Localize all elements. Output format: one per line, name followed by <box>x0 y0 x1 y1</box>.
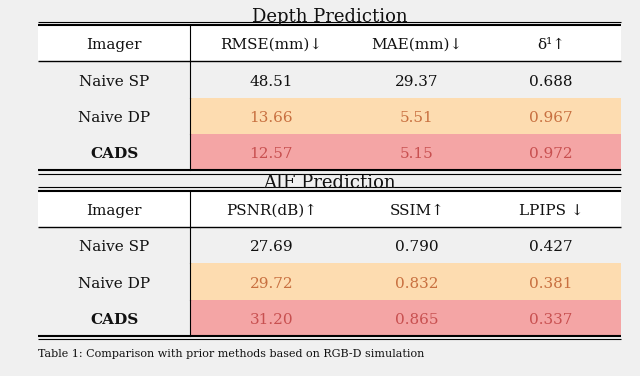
Bar <box>38 191 621 227</box>
Text: 5.51: 5.51 <box>400 111 434 125</box>
Text: 27.69: 27.69 <box>250 240 293 255</box>
Bar <box>190 300 621 336</box>
Text: 0.790: 0.790 <box>395 240 439 255</box>
Text: SSIM↑: SSIM↑ <box>390 204 444 218</box>
Text: Naive DP: Naive DP <box>78 111 150 125</box>
Text: 48.51: 48.51 <box>250 75 293 89</box>
Bar <box>190 98 621 134</box>
Text: CADS: CADS <box>90 147 138 161</box>
Text: PSNR(dB)↑: PSNR(dB)↑ <box>226 204 317 218</box>
Text: Naive DP: Naive DP <box>78 277 150 291</box>
Text: 0.967: 0.967 <box>529 111 573 125</box>
Text: δ¹↑: δ¹↑ <box>537 38 565 52</box>
Text: 0.972: 0.972 <box>529 147 573 161</box>
Text: 0.688: 0.688 <box>529 75 573 89</box>
Bar <box>38 25 621 61</box>
Text: AIF Prediction: AIF Prediction <box>263 174 396 192</box>
Text: LPIPS ↓: LPIPS ↓ <box>518 204 583 218</box>
Text: 0.381: 0.381 <box>529 277 573 291</box>
Text: Naive SP: Naive SP <box>79 240 149 255</box>
Text: Table 1: Comparison with prior methods based on RGB-D simulation: Table 1: Comparison with prior methods b… <box>38 349 425 359</box>
Text: Imager: Imager <box>86 204 142 218</box>
Text: 13.66: 13.66 <box>250 111 293 125</box>
Text: 0.865: 0.865 <box>396 313 438 327</box>
Text: 29.72: 29.72 <box>250 277 293 291</box>
Text: MAE(mm)↓: MAE(mm)↓ <box>371 38 463 52</box>
Text: Naive SP: Naive SP <box>79 75 149 89</box>
Text: 0.427: 0.427 <box>529 240 573 255</box>
Text: 0.337: 0.337 <box>529 313 573 327</box>
Bar <box>190 134 621 170</box>
Text: 29.37: 29.37 <box>396 75 438 89</box>
Text: Depth Prediction: Depth Prediction <box>252 8 408 26</box>
Text: 0.832: 0.832 <box>396 277 438 291</box>
Text: 31.20: 31.20 <box>250 313 293 327</box>
Text: CADS: CADS <box>90 313 138 327</box>
Text: RMSE(mm)↓: RMSE(mm)↓ <box>220 38 323 52</box>
Text: Imager: Imager <box>86 38 142 52</box>
Text: 5.15: 5.15 <box>400 147 434 161</box>
Bar <box>190 263 621 300</box>
Text: 12.57: 12.57 <box>250 147 293 161</box>
